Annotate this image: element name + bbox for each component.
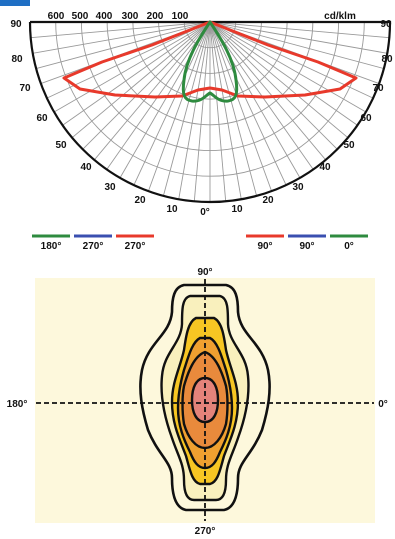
polar-grid-spoke [82, 21, 211, 150]
angle-label-right-90: 90 [380, 19, 392, 30]
angle-label-right-30: 30 [292, 182, 304, 193]
polar-grid-spoke [147, 21, 211, 192]
isolux-label-top: 90° [197, 267, 212, 278]
angle-label-left-50: 50 [55, 140, 67, 151]
legend-label-90-red: 90° [257, 241, 272, 252]
angle-label-right-80: 80 [381, 54, 393, 65]
polar-grid-spoke [162, 21, 211, 197]
corner-tab [0, 0, 30, 6]
polar-grid-spoke [209, 21, 258, 197]
legend: 180° 270° 270° 90° 90° 0° [32, 234, 368, 252]
red-intensity-curve [62, 20, 358, 99]
angle-label-right-10: 10 [231, 204, 243, 215]
unit-label: cd/klm [324, 11, 356, 22]
angle-label-right-70: 70 [372, 83, 384, 94]
polar-grid-spoke [35, 21, 211, 70]
scale-label-100: 100 [172, 11, 189, 22]
angle-label-left-60: 60 [36, 113, 48, 124]
polar-outline [28, 20, 392, 204]
polar-grid-spoke [53, 21, 211, 113]
polar-grid-spoke [209, 21, 388, 54]
polar-diagram: 600 500 400 300 200 100 cd/klm 90 80 70 … [10, 11, 393, 218]
legend-label-90-blue: 90° [299, 241, 314, 252]
angle-label-left-30: 30 [104, 182, 116, 193]
angle-label-right-50: 50 [343, 140, 355, 151]
polar-grid-spoke [209, 21, 367, 113]
polar-grid-spoke [209, 21, 327, 161]
polar-grid-spoke [30, 21, 211, 39]
angle-label-left-20: 20 [134, 195, 146, 206]
polar-grid-spoke [209, 21, 242, 200]
polar-grid-spoke [209, 21, 227, 202]
polar-grid-spoke [93, 21, 211, 161]
green-intensity-curve [181, 20, 239, 103]
legend-label-0-green: 0° [344, 241, 354, 252]
polar-grid-spoke [32, 21, 211, 54]
polar-grid-spoke [209, 21, 273, 192]
angle-label-left-70: 70 [19, 83, 31, 94]
isolux-label-bottom: 270° [195, 526, 216, 537]
isolux-diagram: 90° 180° 0° 270° [7, 267, 388, 537]
polar-grid-spoke [209, 21, 390, 39]
legend-label-270-blue: 270° [83, 241, 104, 252]
scale-label-600: 600 [48, 11, 65, 22]
legend-label-180: 180° [41, 241, 62, 252]
isolux-label-left: 180° [7, 399, 28, 410]
angle-label-left-40: 40 [80, 162, 92, 173]
scale-label-200: 200 [147, 11, 164, 22]
angle-label-right-40: 40 [319, 162, 331, 173]
polar-grid-spoke [133, 21, 211, 186]
polar-grid-spoke [209, 21, 338, 150]
polar-grid-spoke [46, 21, 211, 99]
polar-grid-spoke [209, 21, 349, 139]
angle-label-left-90: 90 [10, 19, 22, 30]
polar-grid-spoke [178, 21, 211, 200]
scale-label-400: 400 [96, 11, 113, 22]
angle-label-right-60: 60 [360, 113, 372, 124]
polar-grid-spoke [62, 21, 211, 126]
polar-grid [30, 21, 390, 202]
scale-label-500: 500 [72, 11, 89, 22]
polar-grid-spoke [209, 21, 374, 99]
polar-grid-spoke [193, 21, 211, 202]
angle-label-bottom-0: 0° [200, 207, 210, 218]
angle-label-left-10: 10 [166, 204, 178, 215]
angle-label-left-80: 80 [11, 54, 23, 65]
isolux-label-right: 0° [378, 399, 388, 410]
angle-label-right-20: 20 [262, 195, 274, 206]
polar-grid-spoke [209, 21, 358, 126]
legend-label-270-red: 270° [125, 241, 146, 252]
scale-label-300: 300 [122, 11, 139, 22]
polar-grid-spoke [71, 21, 211, 139]
polar-grid-spoke [209, 21, 385, 70]
polar-grid-spoke [209, 21, 287, 186]
